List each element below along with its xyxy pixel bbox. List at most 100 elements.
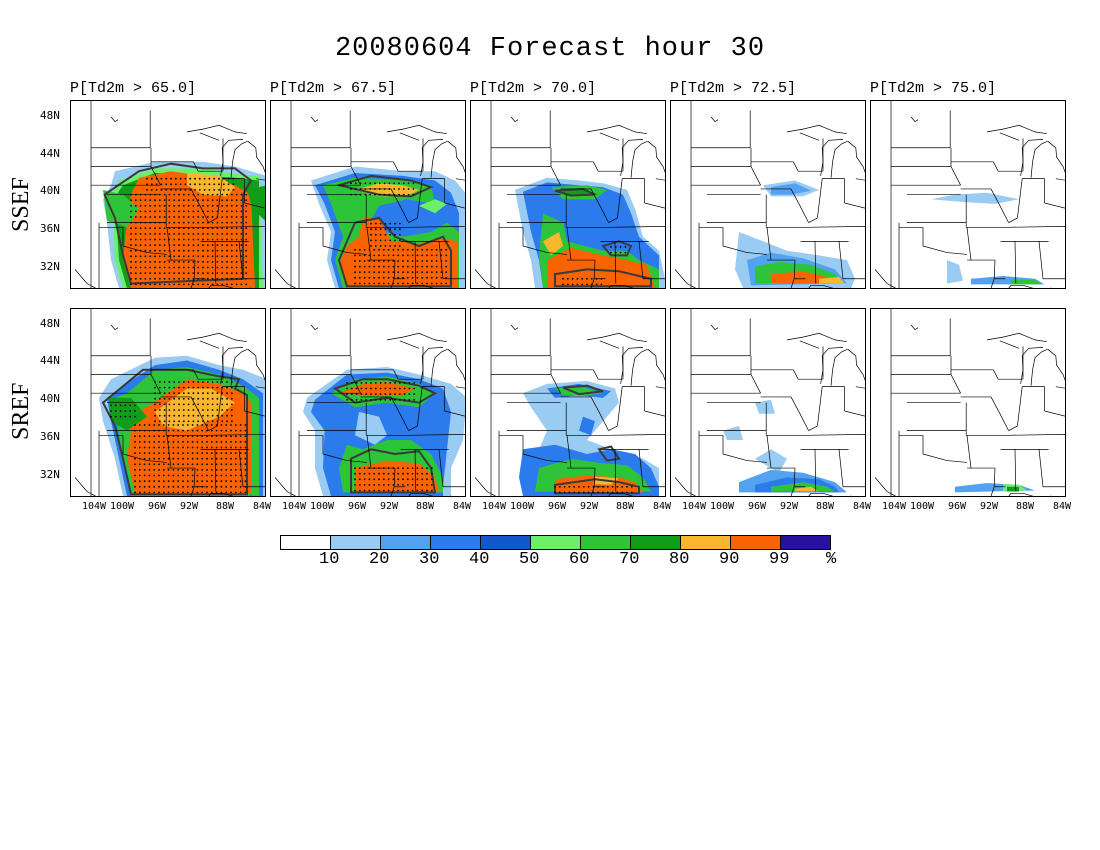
map-panel-ssef-65: [70, 100, 266, 289]
prob-10: [755, 399, 775, 414]
colorbar-label: 70: [619, 550, 640, 569]
prob-10: [355, 411, 387, 445]
lon-label: 84W: [253, 501, 272, 512]
lat-label: 48N: [40, 317, 60, 330]
state-boundaries: [74, 101, 265, 288]
lat-label: 36N: [40, 430, 60, 443]
prob-90: [795, 486, 819, 492]
colorbar-label: 40: [469, 550, 490, 569]
contour: [350, 448, 437, 494]
lon-label: 100W: [110, 501, 135, 512]
contour: [562, 384, 604, 396]
map-panel-ssef-67-5: [270, 100, 466, 289]
map-panel-sref-65: [70, 308, 266, 497]
lat-label: 48N: [40, 109, 60, 122]
colorbar-swatch: [580, 535, 631, 550]
colorbar-label: 10: [319, 550, 340, 569]
map-panel-sref-70: [470, 308, 666, 497]
contour: [332, 378, 438, 404]
map-panel-ssef-75: [870, 100, 1066, 289]
lon-label: 92W: [980, 501, 999, 512]
prob-40: [579, 416, 595, 436]
state-boundaries: [674, 309, 865, 496]
prob-80: [543, 232, 563, 256]
column-title-70: P[Td2m > 70.0]: [470, 80, 597, 97]
prob-50: [419, 199, 447, 214]
prob-90: [547, 247, 655, 288]
significance-stipple: [346, 382, 433, 492]
prob-10: [931, 192, 1019, 204]
column-title-75: P[Td2m > 75.0]: [870, 80, 997, 97]
lon-label: 100W: [310, 501, 335, 512]
prob-70: [108, 397, 147, 431]
contour: [101, 368, 248, 496]
colorbar-swatch: [530, 535, 581, 550]
map-panel-sref-75: [870, 308, 1066, 497]
colorbar-swatch: [430, 535, 481, 550]
contour: [554, 478, 640, 495]
row-label-ssef: SSEF: [8, 177, 34, 232]
colorbar-label: 30: [419, 550, 440, 569]
lon-label: 104W: [282, 501, 307, 512]
significance-stipple: [130, 177, 248, 286]
colorbar-swatch: [380, 535, 431, 550]
lon-label: 104W: [82, 501, 107, 512]
lon-label: 92W: [380, 501, 399, 512]
lon-label: 88W: [416, 501, 435, 512]
lon-label: 88W: [616, 501, 635, 512]
contour: [597, 445, 621, 462]
contour: [554, 187, 596, 197]
column-title-67-5: P[Td2m > 67.5]: [270, 80, 397, 97]
lat-label: 40N: [40, 392, 60, 405]
colorbar-label: 60: [569, 550, 590, 569]
prob-10: [947, 260, 963, 284]
prob-10: [723, 426, 743, 440]
significance-stipple: [350, 182, 448, 285]
lat-label: 40N: [40, 184, 60, 197]
lon-label: 100W: [910, 501, 935, 512]
lon-label: 100W: [510, 501, 535, 512]
lon-label: 104W: [482, 501, 507, 512]
column-title-72-5: P[Td2m > 72.5]: [670, 80, 797, 97]
lon-label: 84W: [453, 501, 472, 512]
prob-70: [247, 185, 265, 221]
map-panel-sref-72-5: [670, 308, 866, 497]
lon-label: 92W: [780, 501, 799, 512]
colorbar-label: 90: [719, 550, 740, 569]
lon-label: 96W: [948, 501, 967, 512]
lon-label: 92W: [580, 501, 599, 512]
state-boundaries: [874, 101, 1065, 288]
lon-label: 100W: [710, 501, 735, 512]
map-panel-ssef-72-5: [670, 100, 866, 289]
colorbar-swatch: [330, 535, 381, 550]
state-boundaries: [274, 101, 465, 288]
column-title-65: P[Td2m > 65.0]: [70, 80, 197, 97]
state-boundaries: [474, 101, 665, 288]
contour: [103, 162, 253, 285]
prob-10: [755, 449, 787, 473]
contour: [601, 240, 633, 257]
lat-label: 32N: [40, 468, 60, 481]
lat-label: 32N: [40, 260, 60, 273]
state-boundaries: [74, 309, 265, 496]
lon-label: 104W: [882, 501, 907, 512]
prob-60: [1011, 279, 1042, 285]
state-boundaries: [274, 309, 465, 496]
lon-label: 96W: [148, 501, 167, 512]
prob-90: [339, 218, 458, 288]
lon-label: 104W: [682, 501, 707, 512]
lon-label: 84W: [853, 501, 872, 512]
colorbar-swatch: [730, 535, 781, 550]
prob-70: [1007, 486, 1019, 492]
colorbar-swatch: [780, 535, 831, 550]
colorbar-swatch: [630, 535, 681, 550]
prob-90: [339, 382, 415, 396]
lon-label: 96W: [748, 501, 767, 512]
state-boundaries: [474, 309, 665, 496]
colorbar-label: 20: [369, 550, 390, 569]
colorbar-label: 99: [769, 550, 790, 569]
lat-label: 36N: [40, 222, 60, 235]
lat-label: 44N: [40, 354, 60, 367]
state-boundaries: [874, 309, 1065, 496]
lon-label: 96W: [348, 501, 367, 512]
